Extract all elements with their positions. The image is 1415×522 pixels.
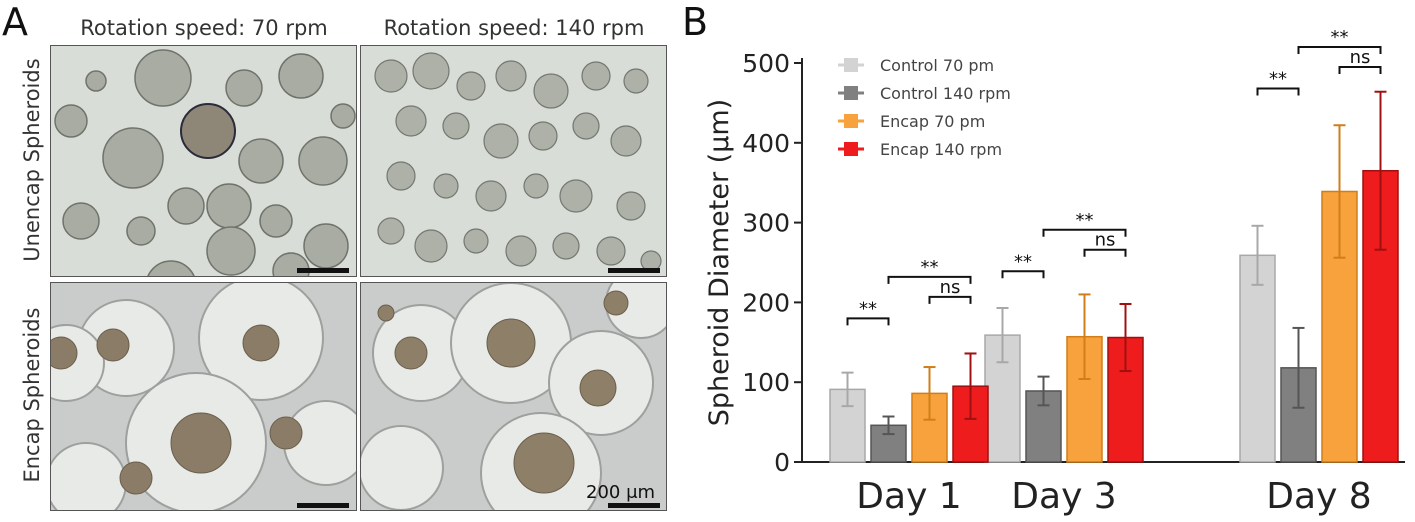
legend-label: Control 140 rpm [880,84,1011,103]
y-axis-label: Spheroid Diameter (μm) [704,99,735,426]
scale-label: 200 μm [586,482,656,503]
legend-swatch [844,86,858,100]
micrograph-encap-140rpm [360,282,667,511]
legend-label: Control 70 pm [880,56,994,75]
significance-label: ** [1269,69,1287,90]
significance-bracket [846,317,890,326]
legend-swatch [844,142,858,156]
scale-bar [608,268,660,273]
row-title-unencap: Unencap Spheroids [20,58,44,262]
x-tick-label: Day 8 [1266,476,1371,517]
legend-swatch [844,114,858,128]
micrograph-unencap-70rpm [50,45,357,277]
significance-bracket [1042,228,1127,237]
scale-bar [297,268,349,273]
significance-bracket [1297,46,1382,55]
significance-bracket [1001,270,1045,279]
y-tick-label: 300 [742,209,790,238]
column-title-140rpm: Rotation speed: 140 rpm [383,16,645,40]
y-tick-label: 400 [742,129,790,158]
significance-label: ** [1076,210,1094,231]
significance-label: ** [921,257,939,278]
bar [1239,254,1276,463]
y-tick-label: 500 [742,49,790,78]
significance-label: ns [1350,47,1371,68]
significance-bracket [1338,65,1382,74]
spheroid-image [54,49,356,276]
panel-a-label: A [2,0,28,44]
legend-label: Encap 140 rpm [880,140,1002,159]
y-tick-label: 0 [774,448,790,477]
scale-bar [608,503,660,508]
spheroid-image [374,52,662,272]
panel-b-label: B [682,0,709,44]
significance-label: ** [859,298,877,319]
x-tick-label: Day 3 [1011,476,1116,517]
significance-label: ns [940,277,961,298]
y-tick-label: 200 [742,288,790,317]
significance-bracket [887,275,972,284]
significance-label: ** [1014,251,1032,272]
significance-bracket [1256,87,1300,96]
micrograph-unencap-140rpm [360,45,667,277]
row-title-encap: Encap Spheroids [20,307,44,483]
y-tick-label: 100 [742,368,790,397]
micrograph-encap-70rpm [50,282,357,511]
significance-bracket [1083,248,1127,257]
legend-swatch [844,58,858,72]
significance-bracket [928,295,972,304]
spheroid-image [51,283,356,510]
scale-bar [297,503,349,508]
column-title-70rpm: Rotation speed: 70 rpm [80,16,328,40]
significance-label: ns [1095,230,1116,251]
significance-label: ** [1331,27,1349,48]
legend-label: Encap 70 pm [880,112,985,131]
spheroid-image [361,283,666,510]
x-tick-label: Day 1 [856,476,961,517]
